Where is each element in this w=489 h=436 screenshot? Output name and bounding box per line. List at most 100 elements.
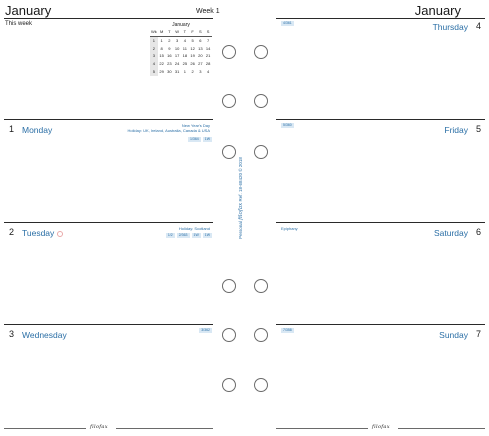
friday-rule [276, 119, 485, 120]
this-week-label: This week [5, 21, 33, 27]
spine-copyright: © 2018 [238, 157, 243, 172]
cal-date-cell: 28 [205, 61, 211, 67]
day-name: Monday [22, 125, 53, 135]
cal-date-cell: 13 [198, 45, 203, 51]
cal-week-cell: 4 [150, 60, 158, 68]
holiday-note: New Year's Day Holiday: UK, Ireland, Aus… [128, 123, 211, 134]
cal-date-cell: 4 [207, 68, 210, 74]
week-badge: 1W [202, 233, 212, 238]
day-count-badge: 1/364 [187, 137, 201, 142]
cal-date-cell: 27 [198, 61, 203, 67]
cal-head-cell: S [206, 29, 210, 34]
cal-week-cell: 5 [150, 67, 158, 76]
cal-week-cell: 3 [150, 52, 158, 61]
cal-date-cell: 11 [182, 45, 187, 51]
cal-head-cell: T [183, 29, 187, 34]
sunday-rule [276, 324, 485, 325]
cal-date-cell: 26 [190, 61, 195, 67]
day-name: Wednesday [22, 330, 67, 340]
mini-calendar-row: 3 15 16 17 18 19 20 21 [150, 52, 212, 61]
cal-date-cell: 12 [190, 45, 195, 51]
day-name: Sunday [439, 330, 468, 340]
holiday-note-line: Holiday: Scotland [178, 226, 210, 231]
cal-head-cell: Wk [150, 29, 157, 34]
day-number: 4 [475, 21, 481, 31]
week-badge: 1W [202, 137, 212, 142]
spine-size: Personal [238, 221, 243, 239]
cal-head-cell: M [159, 29, 164, 34]
ring-hole [254, 328, 268, 342]
day-tags: 4/361 [281, 21, 294, 26]
mini-calendar-row: 2 8 9 10 11 12 13 14 [150, 44, 212, 53]
holiday-note: Holiday: Scotland [179, 226, 210, 231]
week-badge: 1W [191, 233, 201, 238]
ring-hole [222, 45, 236, 59]
right-footer-rule-a [276, 428, 368, 429]
cal-date-cell: 2 [191, 68, 194, 74]
ring-hole [222, 328, 236, 342]
day-name: Friday [444, 125, 468, 135]
cal-date-cell: 25 [182, 61, 188, 67]
spine-ref: Ref. 18-68420 [238, 172, 243, 202]
cal-date-cell: 23 [167, 61, 172, 67]
spine-imprint: Personal filofax Ref. 18-68420 © 2018 [238, 157, 244, 239]
cal-date-cell: 14 [205, 45, 211, 51]
cal-head-cell: F [191, 29, 194, 34]
moon-phase-icon [57, 230, 64, 237]
cal-date-cell: 17 [174, 53, 180, 59]
day-tags: 7/358 [281, 328, 294, 333]
monday-rule [4, 119, 213, 120]
ring-hole [254, 378, 268, 392]
cal-date-cell: 3 [199, 68, 202, 74]
cal-date-cell: 5 [191, 37, 194, 43]
day-count-badge: 3/362 [199, 328, 212, 333]
day-count-badge: 2/363 [176, 233, 190, 238]
cal-date-cell: 1 [183, 68, 186, 74]
ring-hole [254, 94, 268, 108]
mini-calendar-row: 4 22 23 24 25 26 27 28 [150, 60, 212, 68]
mini-calendar-row: 1 1 2 3 4 5 6 7 [150, 36, 212, 45]
cal-date-cell: 31 [174, 68, 180, 74]
filofax-logo: filofax [372, 424, 390, 430]
day-number: 7 [475, 329, 481, 339]
day-tags: 3/362 [199, 328, 212, 333]
cal-date-cell: 4 [183, 37, 186, 43]
cal-date-cell: 21 [205, 53, 211, 59]
cal-week-cell: 2 [150, 44, 158, 53]
left-footer-rule-a [4, 428, 86, 429]
day-count-badge: 7/358 [281, 328, 294, 333]
mini-calendar: January Wk M T W T F S S 1 1 2 3 4 5 6 7… [150, 22, 212, 76]
cal-head-cell: W [175, 29, 180, 34]
right-header-rule [276, 18, 485, 19]
filofax-logo: filofax [90, 424, 108, 430]
cal-date-cell: 1 [160, 37, 163, 43]
left-footer-rule-b [116, 428, 213, 429]
wednesday-rule [4, 324, 213, 325]
cal-date-cell: 30 [167, 68, 172, 74]
mini-calendar-row: 5 29 30 31 1 2 3 4 [150, 67, 212, 76]
cal-date-cell: 8 [160, 45, 163, 51]
cal-date-cell: 10 [174, 45, 180, 51]
day-number: 2 [9, 227, 15, 237]
day-number: 6 [475, 227, 481, 237]
saturday-rule [276, 222, 485, 223]
left-header-rule [4, 18, 213, 19]
mini-calendar-title: January [172, 22, 190, 28]
ring-hole [254, 145, 268, 159]
day-number: 3 [9, 329, 15, 339]
cal-date-cell: 22 [159, 61, 164, 67]
cal-date-cell: 15 [159, 53, 164, 59]
right-footer-rule-b [398, 428, 485, 429]
ring-hole [222, 145, 236, 159]
mini-calendar-header: Wk M T W T F S S [150, 28, 212, 37]
day-tags: 5/360 [281, 123, 294, 128]
ring-hole [222, 378, 236, 392]
cal-date-cell: 18 [182, 53, 188, 59]
cal-date-cell: 7 [207, 37, 210, 43]
cal-week-cell: 1 [150, 36, 158, 45]
day-tags: 1/2 2/363 1W 1W [165, 233, 212, 238]
cal-date-cell: 3 [176, 37, 179, 43]
left-page-month: January [5, 3, 52, 18]
cal-date-cell: 20 [198, 53, 203, 59]
day-name-text: Tuesday [22, 228, 55, 238]
